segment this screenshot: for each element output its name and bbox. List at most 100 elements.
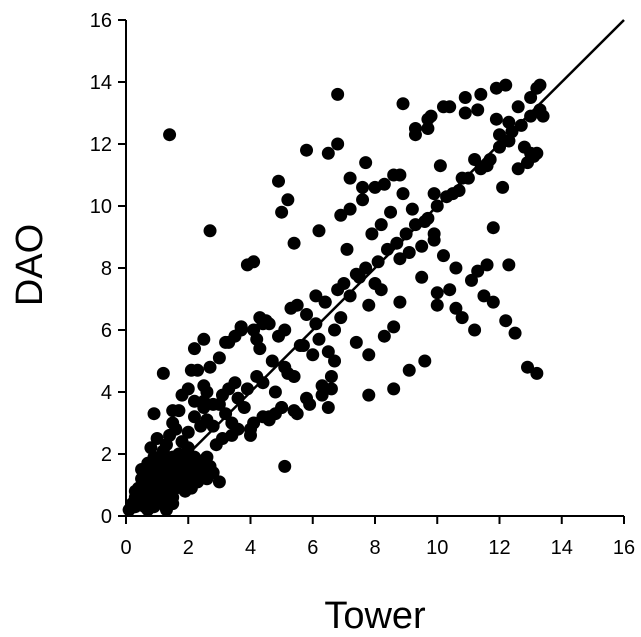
data-point <box>356 180 370 194</box>
data-point <box>187 410 201 424</box>
data-point <box>402 363 416 377</box>
data-point <box>315 379 329 393</box>
data-point <box>427 187 441 201</box>
data-point <box>150 497 164 511</box>
data-point <box>430 298 444 312</box>
data-point <box>402 246 416 259</box>
data-point <box>181 447 195 461</box>
y-tick-label: 16 <box>90 10 112 32</box>
data-point <box>200 450 214 464</box>
data-point <box>486 221 500 235</box>
y-tick-label: 4 <box>101 382 112 404</box>
data-point <box>511 100 525 114</box>
x-tick-label: 4 <box>245 537 256 559</box>
data-point <box>237 401 251 414</box>
data-point <box>166 497 180 511</box>
data-point <box>278 323 292 337</box>
data-point <box>530 81 544 95</box>
data-point <box>228 376 242 390</box>
data-point <box>147 450 161 464</box>
data-point <box>247 255 261 269</box>
data-point <box>405 202 419 216</box>
data-point <box>514 118 528 132</box>
data-point <box>268 385 282 399</box>
data-point <box>256 376 270 390</box>
y-tick-label: 14 <box>90 72 112 94</box>
data-point <box>184 481 198 495</box>
data-point <box>300 308 314 321</box>
data-point <box>468 153 482 166</box>
data-point <box>278 459 292 473</box>
data-point <box>234 323 248 337</box>
data-point <box>415 270 429 284</box>
data-point <box>446 187 460 201</box>
data-point <box>362 348 376 362</box>
x-tick-label: 8 <box>369 537 380 559</box>
data-point <box>486 295 500 309</box>
y-tick-label: 0 <box>101 506 112 528</box>
x-tick-label: 10 <box>426 537 448 559</box>
data-point <box>281 193 295 207</box>
data-point <box>240 382 254 396</box>
data-point <box>231 422 245 436</box>
data-point <box>530 146 544 160</box>
data-point <box>315 388 329 402</box>
data-point <box>458 91 472 104</box>
data-point <box>175 435 189 449</box>
data-point <box>275 401 289 414</box>
x-tick-label: 2 <box>183 537 194 559</box>
data-point <box>343 171 357 185</box>
data-point <box>387 320 401 334</box>
data-point <box>471 264 485 278</box>
data-point <box>365 227 379 241</box>
data-point <box>384 205 398 219</box>
data-point <box>159 487 173 501</box>
data-point <box>524 109 538 123</box>
data-point <box>377 329 391 343</box>
data-point <box>300 391 314 405</box>
data-point <box>493 140 506 154</box>
data-point <box>272 174 286 188</box>
data-point <box>393 295 407 309</box>
data-point <box>421 112 435 126</box>
data-point <box>489 112 503 126</box>
data-point <box>433 159 447 173</box>
data-point <box>362 298 376 312</box>
data-point <box>306 348 320 362</box>
data-point <box>206 419 220 433</box>
data-point <box>197 394 211 408</box>
one-to-one-line <box>125 19 625 517</box>
data-point <box>187 342 201 356</box>
data-point <box>427 227 441 241</box>
data-point <box>156 366 170 380</box>
data-point <box>331 137 345 151</box>
data-point <box>396 187 410 201</box>
x-tick-label: 12 <box>488 537 510 559</box>
data-point <box>430 286 444 300</box>
data-point <box>181 382 195 396</box>
data-point <box>287 404 301 418</box>
x-tick-label: 0 <box>120 537 131 559</box>
data-point <box>349 335 363 349</box>
data-point <box>499 314 513 328</box>
data-point <box>309 317 323 331</box>
x-axis-ticks: 0 2 4 6 8 10 12 14 16 <box>120 516 635 559</box>
data-point <box>318 295 332 309</box>
x-tick-label: 16 <box>613 537 635 559</box>
data-point <box>418 354 432 368</box>
reference-line-layer <box>125 19 625 517</box>
data-point <box>499 78 513 92</box>
data-point <box>287 370 301 383</box>
data-point <box>418 215 432 228</box>
data-point <box>324 370 338 383</box>
data-point <box>387 382 401 396</box>
data-point <box>455 171 469 185</box>
data-point <box>349 267 363 281</box>
data-point <box>359 156 373 170</box>
x-tick-label: 6 <box>307 537 318 559</box>
data-point <box>150 432 164 445</box>
data-point <box>521 156 535 170</box>
data-point <box>334 311 348 325</box>
data-point <box>293 339 307 352</box>
data-point <box>131 490 145 504</box>
